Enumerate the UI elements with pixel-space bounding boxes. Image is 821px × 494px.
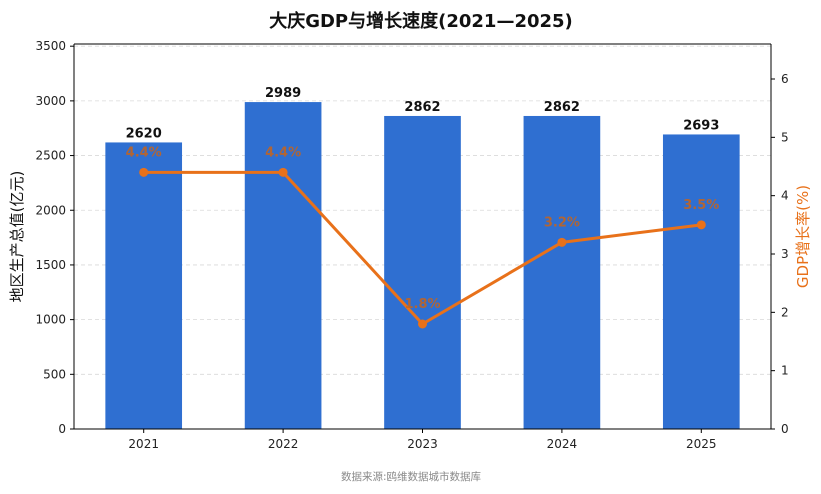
bar: [105, 142, 183, 429]
bar-value-label: 2862: [404, 100, 440, 115]
x-tick-label: 2022: [268, 437, 299, 451]
chart-title: 大庆GDP与增长速度(2021—2025): [269, 10, 573, 32]
y-tick-label-left: 0: [58, 422, 66, 436]
bar-value-label: 2862: [544, 100, 580, 115]
y-tick-label-left: 1000: [35, 313, 66, 327]
growth-value-label: 4.4%: [265, 145, 301, 160]
bar: [662, 134, 740, 429]
y-tick-label-left: 3000: [35, 94, 66, 108]
bar: [384, 115, 461, 429]
x-tick-label: 2023: [407, 437, 438, 451]
bar-value-label: 2989: [265, 86, 301, 101]
y-tick-label-right: 4: [781, 189, 789, 203]
growth-point: [139, 167, 149, 177]
source-note: 数据来源:鸥维数据城市数据库: [341, 470, 481, 483]
bar-value-label: 2620: [126, 126, 162, 141]
y-tick-label-right: 3: [781, 247, 789, 261]
bar-series: 2620 2989 2862 2862 2693: [105, 86, 740, 429]
growth-value-label: 4.4%: [126, 145, 162, 160]
bar: [244, 102, 322, 429]
growth-value-label: 3.2%: [544, 215, 580, 230]
axes: 0 500 1000 1500 2000 2500 3000 3500 0 1 2 3 4 5 6 2021 2…: [35, 39, 788, 451]
bar-value-label: 2693: [683, 118, 719, 133]
y-tick-label-right: 6: [781, 72, 789, 86]
growth-point: [418, 319, 427, 329]
y-tick-label-right: 1: [781, 364, 789, 378]
x-tick-label: 2024: [547, 437, 578, 451]
x-tick-label: 2021: [128, 437, 159, 451]
growth-point: [278, 167, 288, 177]
y-tick-label-right: 5: [781, 130, 789, 144]
growth-point: [557, 237, 567, 247]
y-tick-label-left: 500: [43, 367, 66, 381]
y-tick-label-left: 2000: [35, 203, 66, 217]
y-axis-label-left: 地区生产总值(亿元): [8, 171, 26, 303]
y-axis-label-right: GDP增长率(%): [794, 185, 812, 288]
growth-point: [696, 220, 706, 230]
growth-value-label: 3.5%: [683, 198, 719, 213]
bar: [523, 115, 601, 429]
y-tick-label-left: 2500: [35, 149, 66, 163]
growth-line-series: 4.4% 4.4% 1.8% 3.2% 3.5%: [126, 145, 719, 329]
growth-value-label: 1.8%: [404, 297, 440, 312]
y-tick-label-left: 3500: [35, 39, 66, 53]
y-tick-label-right: 2: [781, 305, 789, 319]
x-tick-label: 2025: [686, 437, 717, 451]
y-tick-label-left: 1500: [35, 258, 66, 272]
y-tick-label-right: 0: [781, 422, 789, 436]
